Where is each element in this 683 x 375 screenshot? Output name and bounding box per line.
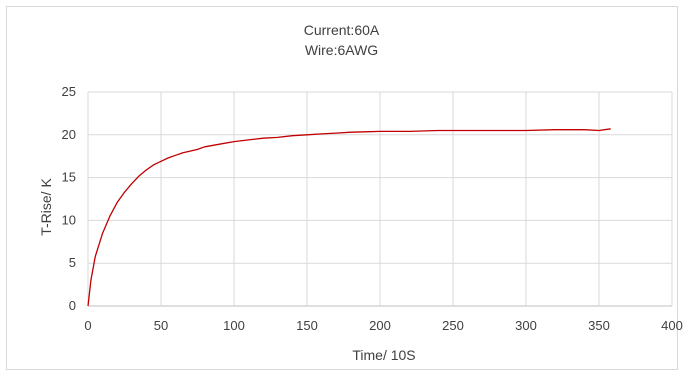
x-axis-ticks: 0 50 100 150 200 250 300 350 400	[84, 318, 682, 333]
chart-subtitle: Wire:6AWG	[304, 42, 379, 58]
x-tick-label: 150	[296, 318, 318, 333]
x-tick-label: 400	[661, 318, 683, 333]
y-tick-label: 15	[62, 170, 76, 185]
gridlines	[87, 91, 673, 307]
y-tick-label: 25	[62, 84, 76, 99]
y-tick-label: 5	[69, 255, 76, 270]
chart-title: Current:60A	[303, 22, 380, 38]
x-tick-label: 300	[515, 318, 537, 333]
x-tick-label: 250	[442, 318, 464, 333]
series-group	[87, 128, 611, 307]
series-line	[87, 128, 611, 307]
x-tick-label: 50	[154, 318, 168, 333]
x-tick-label: 0	[84, 318, 91, 333]
y-tick-label: 20	[62, 127, 76, 142]
chart-frame	[6, 6, 678, 370]
y-axis-ticks: 0 5 10 15 20 25	[62, 84, 76, 313]
x-tick-label: 100	[223, 318, 245, 333]
x-axis-label: Time/ 10S	[352, 347, 415, 363]
y-tick-label: 0	[69, 298, 76, 313]
y-tick-label: 10	[62, 212, 76, 227]
x-tick-label: 200	[369, 318, 391, 333]
x-tick-label: 350	[588, 318, 610, 333]
y-axis-label: T-Rise/ K	[38, 178, 54, 236]
